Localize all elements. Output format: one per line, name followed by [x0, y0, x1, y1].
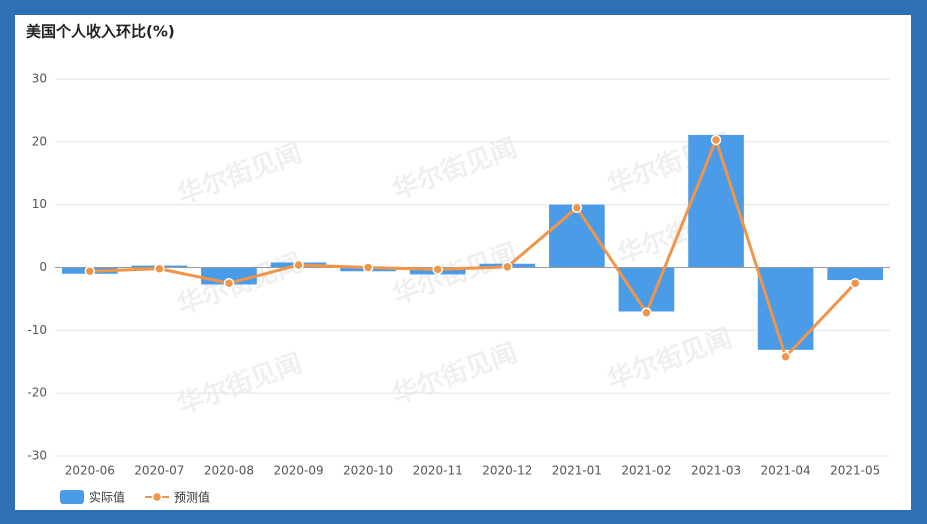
- x-tick-label: 2020-12: [482, 464, 532, 478]
- legend-label: 实际值: [89, 490, 125, 505]
- x-tick-label: 2020-08: [204, 464, 254, 478]
- x-tick-label: 2021-02: [621, 464, 671, 478]
- x-tick-label: 2021-04: [761, 464, 811, 478]
- marker: [571, 202, 583, 214]
- x-tick-label: 2020-06: [65, 464, 115, 478]
- x-tick-label: 2020-10: [343, 464, 393, 478]
- legend-swatch: [60, 490, 84, 504]
- x-tick-label: 2021-05: [830, 464, 880, 478]
- x-tick-label: 2021-03: [691, 464, 741, 478]
- marker: [641, 307, 652, 318]
- y-tick-label: 0: [39, 260, 47, 274]
- marker: [849, 277, 861, 289]
- y-tick-label: -10: [27, 323, 47, 337]
- marker: [84, 266, 96, 277]
- panel: [15, 15, 911, 510]
- x-tick-label: 2021-01: [552, 464, 602, 478]
- bar: [827, 267, 884, 281]
- y-tick-label: 10: [32, 197, 47, 211]
- marker: [710, 134, 722, 146]
- marker: [780, 351, 791, 362]
- y-tick-label: 20: [32, 134, 47, 148]
- x-tick-label: 2020-09: [273, 464, 323, 478]
- y-tick-label: -30: [27, 449, 47, 463]
- marker: [432, 264, 443, 275]
- marker: [502, 261, 513, 273]
- y-tick-label: -20: [27, 386, 47, 400]
- legend-label: 预测值: [174, 490, 210, 505]
- marker: [293, 259, 304, 271]
- line: [89, 138, 857, 359]
- marker: [154, 263, 165, 275]
- marker: [362, 262, 374, 273]
- bar: [618, 267, 675, 312]
- x-tick-label: 2020-07: [134, 464, 184, 478]
- chart-title: 美国个人收入环比(%): [26, 23, 175, 41]
- y-tick-label: 30: [32, 72, 47, 86]
- marker: [223, 277, 235, 289]
- x-tick-label: 2020-11: [413, 464, 463, 478]
- legend-swatch: [151, 491, 163, 503]
